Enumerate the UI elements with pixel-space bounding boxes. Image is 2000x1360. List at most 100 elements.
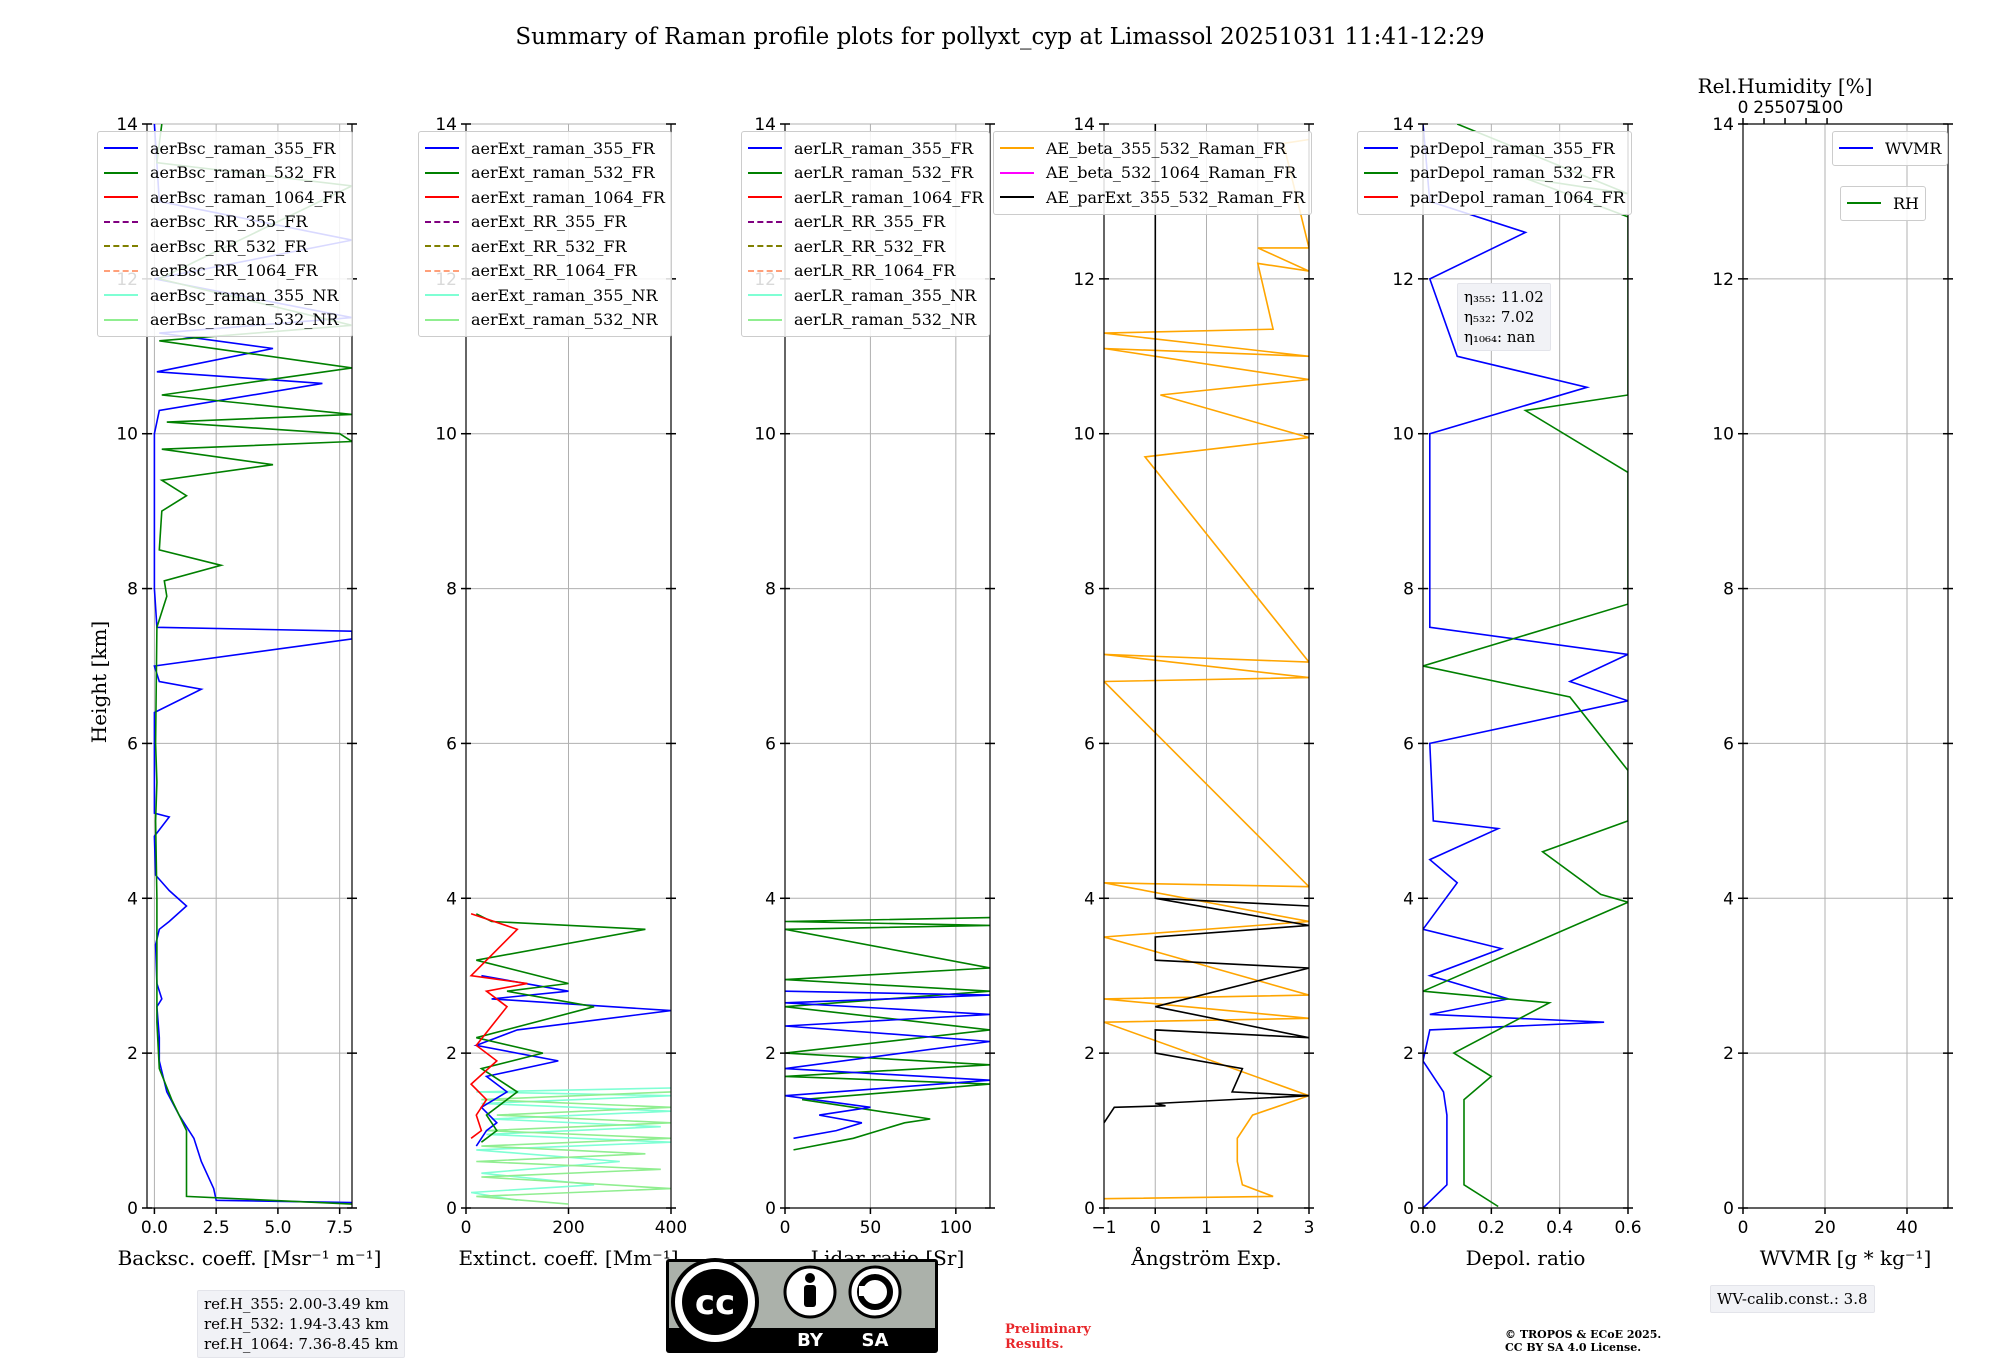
legend-entry: aerLR_RR_1064_FR bbox=[748, 259, 983, 284]
legend-entry: parDepol_raman_1064_FR bbox=[1364, 185, 1625, 210]
legend-label: aerExt_raman_355_NR bbox=[471, 285, 658, 305]
x-tick-label: 0.0 bbox=[141, 1218, 168, 1238]
figure-title: Summary of Raman profile plots for polly… bbox=[515, 24, 1484, 50]
cc-license-badge: cc BY SA bbox=[665, 1258, 939, 1354]
x-tick-label: 2 bbox=[1252, 1218, 1263, 1238]
legend-label: aerExt_raman_532_FR bbox=[471, 163, 655, 183]
legend-label: parDepol_raman_532_FR bbox=[1410, 163, 1615, 183]
legend-entry: aerLR_raman_532_NR bbox=[748, 308, 983, 333]
x-tick-label: 0.0 bbox=[1409, 1218, 1436, 1238]
y-tick-label: 0 bbox=[1723, 1199, 1734, 1219]
y-tick-label: 10 bbox=[1392, 425, 1414, 445]
y-tick-label: 0 bbox=[765, 1199, 776, 1219]
annotation-line: ref.H_1064: 7.36-8.45 km bbox=[204, 1335, 399, 1353]
x-tick-label: 0 bbox=[1738, 1218, 1749, 1238]
legend-swatch bbox=[748, 171, 782, 174]
y-tick-label: 10 bbox=[116, 425, 138, 445]
x-tick-label: 2.5 bbox=[203, 1218, 230, 1238]
legend-label: aerLR_raman_532_NR bbox=[794, 310, 977, 330]
panel-depolarization: 0 2 4 6 8 10 12 14 0.0 0.2 0.4 0.6 Depol. ratio bbox=[1392, 115, 1641, 1270]
legend-entry: parDepol_raman_355_FR bbox=[1364, 136, 1625, 161]
x-tick-label: 200 bbox=[552, 1218, 584, 1238]
y-tick-label: 4 bbox=[127, 889, 138, 909]
y-tick-label: 12 bbox=[1073, 270, 1095, 290]
y-tick-label: 8 bbox=[1723, 580, 1734, 600]
legend-label: aerLR_RR_355_FR bbox=[794, 212, 946, 232]
x-tick-label: 0.2 bbox=[1478, 1218, 1505, 1238]
legend-entry: aerLR_raman_355_NR bbox=[748, 283, 983, 308]
legend-swatch bbox=[104, 245, 138, 248]
y-tick-label: 2 bbox=[1084, 1044, 1095, 1064]
legend-entry: aerExt_raman_532_NR bbox=[425, 308, 665, 333]
y-tick-label: 8 bbox=[765, 580, 776, 600]
legend-entry: aerBsc_raman_532_NR bbox=[104, 308, 346, 333]
top-x-tick-label: 50 bbox=[1774, 98, 1796, 118]
x-tick-label: 400 bbox=[655, 1218, 687, 1238]
legend-entry: aerExt_raman_532_FR bbox=[425, 161, 665, 186]
legend-label: aerBsc_raman_532_NR bbox=[150, 310, 339, 330]
legend-label: aerExt_RR_1064_FR bbox=[471, 261, 637, 281]
legend-label: aerBsc_raman_532_FR bbox=[150, 163, 336, 183]
legend-label: aerLR_raman_355_NR bbox=[794, 285, 977, 305]
panel-extinction: 024681012140200400Extinct. coeff. [Mm⁻¹] bbox=[435, 115, 687, 1270]
y-tick-label: 10 bbox=[1073, 425, 1095, 445]
y-tick-label: 10 bbox=[1712, 425, 1734, 445]
y-tick-label: 2 bbox=[765, 1044, 776, 1064]
legend-swatch bbox=[425, 171, 459, 174]
legend-swatch bbox=[748, 269, 782, 272]
x-tick-label: 0.4 bbox=[1546, 1218, 1573, 1238]
legend-swatch bbox=[1000, 196, 1034, 199]
series-parDepol_raman_355_FR bbox=[1423, 124, 1628, 1208]
legend-swatch bbox=[425, 196, 459, 199]
legend-entry: RH bbox=[1847, 191, 1919, 216]
top-x-tick-label: 25 bbox=[1753, 98, 1775, 118]
preliminary-line-2: Results. bbox=[1005, 1337, 1064, 1352]
annotation-line: η₃₅₅: 11.02 bbox=[1464, 288, 1544, 306]
x-tick-label: 20 bbox=[1814, 1218, 1836, 1238]
y-tick-label: 14 bbox=[1392, 115, 1414, 135]
legend-swatch bbox=[748, 245, 782, 248]
y-tick-label: 6 bbox=[127, 734, 138, 754]
copyright-note: © TROPOS & ECoE 2025. CC BY SA 4.0 Licen… bbox=[1505, 1328, 1661, 1354]
y-tick-label: 8 bbox=[1403, 580, 1414, 600]
legend-label: parDepol_raman_1064_FR bbox=[1410, 187, 1625, 207]
series-aerExt_raman_532_FR bbox=[475, 913, 646, 1143]
y-tick-label: 2 bbox=[1403, 1044, 1414, 1064]
legend-entry: parDepol_raman_532_FR bbox=[1364, 161, 1625, 186]
y-tick-label: 6 bbox=[1084, 734, 1095, 754]
y-tick-label: 10 bbox=[754, 425, 776, 445]
y-tick-label: 0 bbox=[446, 1199, 457, 1219]
x-axis-label: Depol. ratio bbox=[1466, 1246, 1586, 1270]
legend-label: WVMR bbox=[1885, 138, 1942, 158]
legend-label: aerBsc_RR_1064_FR bbox=[150, 261, 318, 281]
legend-label: aerExt_RR_532_FR bbox=[471, 236, 627, 256]
x-axis-label: WVMR [g * kg⁻¹] bbox=[1760, 1246, 1932, 1270]
series-aerExt_raman_532_NR bbox=[476, 1091, 671, 1205]
legend-label: aerBsc_raman_355_FR bbox=[150, 138, 336, 158]
y-tick-label: 4 bbox=[446, 889, 457, 909]
y-tick-label: 8 bbox=[127, 580, 138, 600]
y-tick-label: 14 bbox=[435, 115, 457, 135]
series-aerExt_raman_355_FR bbox=[473, 974, 671, 1147]
y-tick-label: 4 bbox=[1084, 889, 1095, 909]
top-x-tick-label: 0 bbox=[1738, 98, 1749, 118]
legend-label: aerLR_raman_1064_FR bbox=[794, 187, 984, 207]
legend-entry: aerExt_raman_1064_FR bbox=[425, 185, 665, 210]
series-AE_beta_355_532_Raman_FR bbox=[1104, 138, 1309, 1200]
y-tick-label: 14 bbox=[1712, 115, 1734, 135]
y-tick-label: 6 bbox=[1723, 734, 1734, 754]
legend-entry: aerLR_RR_532_FR bbox=[748, 234, 983, 259]
legend-entry: AE_beta_355_532_Raman_FR bbox=[1000, 136, 1305, 161]
series-parDepol_raman_532_FR bbox=[1423, 124, 1628, 1208]
legend-entry: aerLR_raman_532_FR bbox=[748, 161, 983, 186]
legend-label: aerExt_raman_355_FR bbox=[471, 138, 655, 158]
y-tick-label: 8 bbox=[446, 580, 457, 600]
annotation-line: ref.H_532: 1.94-3.43 km bbox=[204, 1315, 389, 1333]
annotation-backscatter: ref.H_355: 2.00-3.49 km ref.H_532: 1.94-3… bbox=[197, 1290, 406, 1358]
legend-entry: aerBsc_RR_1064_FR bbox=[104, 259, 346, 284]
x-tick-label: 1 bbox=[1201, 1218, 1212, 1238]
legend-swatch bbox=[748, 318, 782, 321]
legend-entry: aerBsc_raman_355_FR bbox=[104, 136, 346, 161]
